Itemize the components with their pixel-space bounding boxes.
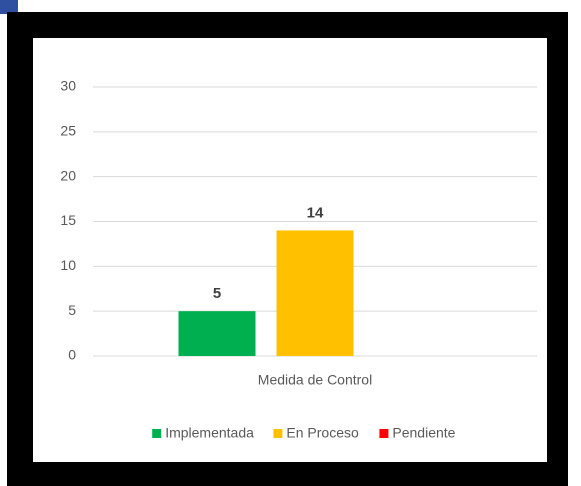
- legend-label: Pendiente: [392, 425, 455, 441]
- bar: [178, 311, 256, 356]
- y-tick-label: 25: [60, 123, 76, 139]
- data-label: 14: [307, 204, 324, 221]
- corner-block: [0, 0, 18, 14]
- legend-swatch: [273, 429, 283, 438]
- legend-swatch: [379, 429, 389, 438]
- data-label: 5: [213, 285, 221, 302]
- y-tick-label: 0: [68, 347, 76, 363]
- y-tick-label: 30: [60, 78, 76, 94]
- y-tick-label: 15: [60, 212, 76, 228]
- y-tick-label: 5: [68, 302, 76, 318]
- y-tick-label: 20: [60, 167, 76, 183]
- bar: [276, 230, 354, 356]
- x-tick-label: Medida de Control: [258, 372, 372, 388]
- legend-label: En Proceso: [286, 425, 359, 441]
- legend-swatch: [152, 429, 162, 438]
- y-tick-label: 10: [60, 257, 76, 273]
- legend-label: Implementada: [165, 425, 254, 441]
